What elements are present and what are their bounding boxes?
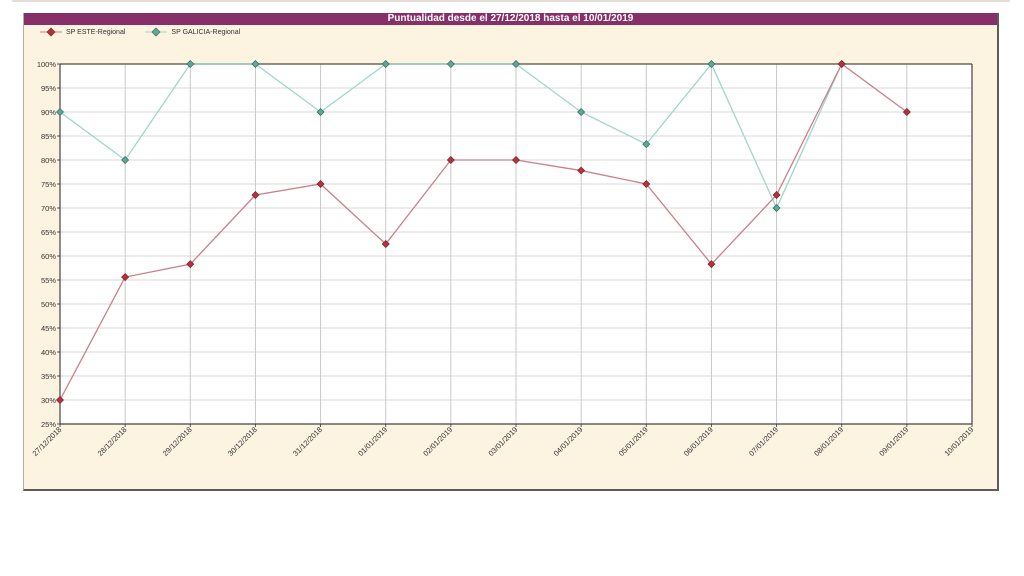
data-point-marker: [56, 396, 64, 404]
y-tick-label: 55%: [41, 276, 56, 285]
series-este: [56, 60, 911, 404]
x-tick-label: 27/12/2018: [31, 425, 64, 458]
data-point-marker: [577, 108, 586, 116]
data-point-marker: [316, 180, 325, 188]
data-point-marker: [772, 191, 781, 200]
x-tick-label: 09/01/2019: [877, 425, 910, 458]
data-point-marker: [512, 60, 520, 68]
data-point-marker: [316, 108, 325, 116]
legend-item-galicia: SP GALICIA-Regional: [145, 27, 240, 37]
x-tick-label: 04/01/2019: [552, 425, 585, 458]
y-tick-label: 40%: [41, 348, 56, 357]
data-point-marker: [772, 204, 781, 212]
data-point-marker: [381, 240, 390, 248]
x-tick-label: 01/01/2019: [356, 425, 389, 458]
y-tick-label: 30%: [41, 396, 56, 405]
y-tick-label: 75%: [41, 180, 56, 189]
y-tick-label: 85%: [41, 132, 56, 141]
data-point-marker: [186, 260, 195, 269]
y-tick-label: 100%: [37, 60, 57, 69]
data-point-marker: [121, 156, 130, 164]
data-point-marker: [512, 156, 520, 164]
y-tick-label: 80%: [41, 156, 56, 165]
legend-label: SP ESTE-Regional: [66, 28, 126, 36]
data-point-marker: [56, 108, 64, 116]
y-tick-label: 65%: [41, 228, 56, 237]
diamond-marker-icon: [145, 27, 168, 37]
data-point-marker: [186, 60, 195, 68]
data-point-marker: [577, 166, 586, 175]
x-tick-label: 30/12/2018: [226, 425, 259, 458]
x-tick-label: 02/01/2019: [421, 425, 454, 458]
x-tick-label: 29/12/2018: [161, 425, 194, 458]
y-tick-label: 25%: [41, 420, 56, 429]
y-tick-label: 45%: [41, 324, 56, 333]
data-point-marker: [707, 260, 716, 269]
data-point-marker: [121, 273, 130, 282]
data-point-marker: [902, 108, 911, 116]
data-point-marker: [381, 60, 390, 68]
x-tick-label: 07/01/2019: [747, 425, 780, 458]
legend-label: SP GALICIA-Regional: [171, 28, 241, 36]
chart-title: Puntualidad desde el 27/12/2018 hasta el…: [24, 13, 997, 25]
data-point-marker: [642, 180, 651, 188]
data-point-marker: [251, 191, 260, 200]
x-tick-label: 31/12/2018: [291, 425, 324, 458]
data-point-marker: [642, 140, 651, 149]
data-point-marker: [837, 60, 846, 68]
diamond-marker-icon: [40, 27, 62, 37]
y-tick-label: 35%: [41, 372, 56, 381]
data-point-marker: [707, 60, 716, 68]
y-tick-label: 90%: [41, 108, 56, 117]
data-point-marker: [446, 156, 455, 164]
x-tick-label: 10/01/2019: [943, 425, 976, 458]
data-point-marker: [251, 60, 260, 68]
x-tick-label: 06/01/2019: [682, 425, 715, 458]
y-tick-label: 70%: [41, 204, 56, 213]
x-tick-label: 05/01/2019: [617, 425, 650, 458]
top-divider: [12, 0, 1010, 2]
y-tick-label: 50%: [41, 300, 56, 309]
x-tick-label: 28/12/2018: [96, 425, 129, 458]
y-tick-label: 95%: [41, 84, 56, 93]
x-tick-label: 08/01/2019: [812, 425, 845, 458]
data-point-marker: [446, 60, 455, 68]
y-tick-label: 60%: [41, 252, 56, 261]
legend-item-este: SP ESTE-Regional: [40, 27, 125, 37]
x-tick-label: 03/01/2019: [487, 425, 520, 458]
chart-legend: SP ESTE-Regional SP GALICIA-Regional: [40, 26, 240, 38]
